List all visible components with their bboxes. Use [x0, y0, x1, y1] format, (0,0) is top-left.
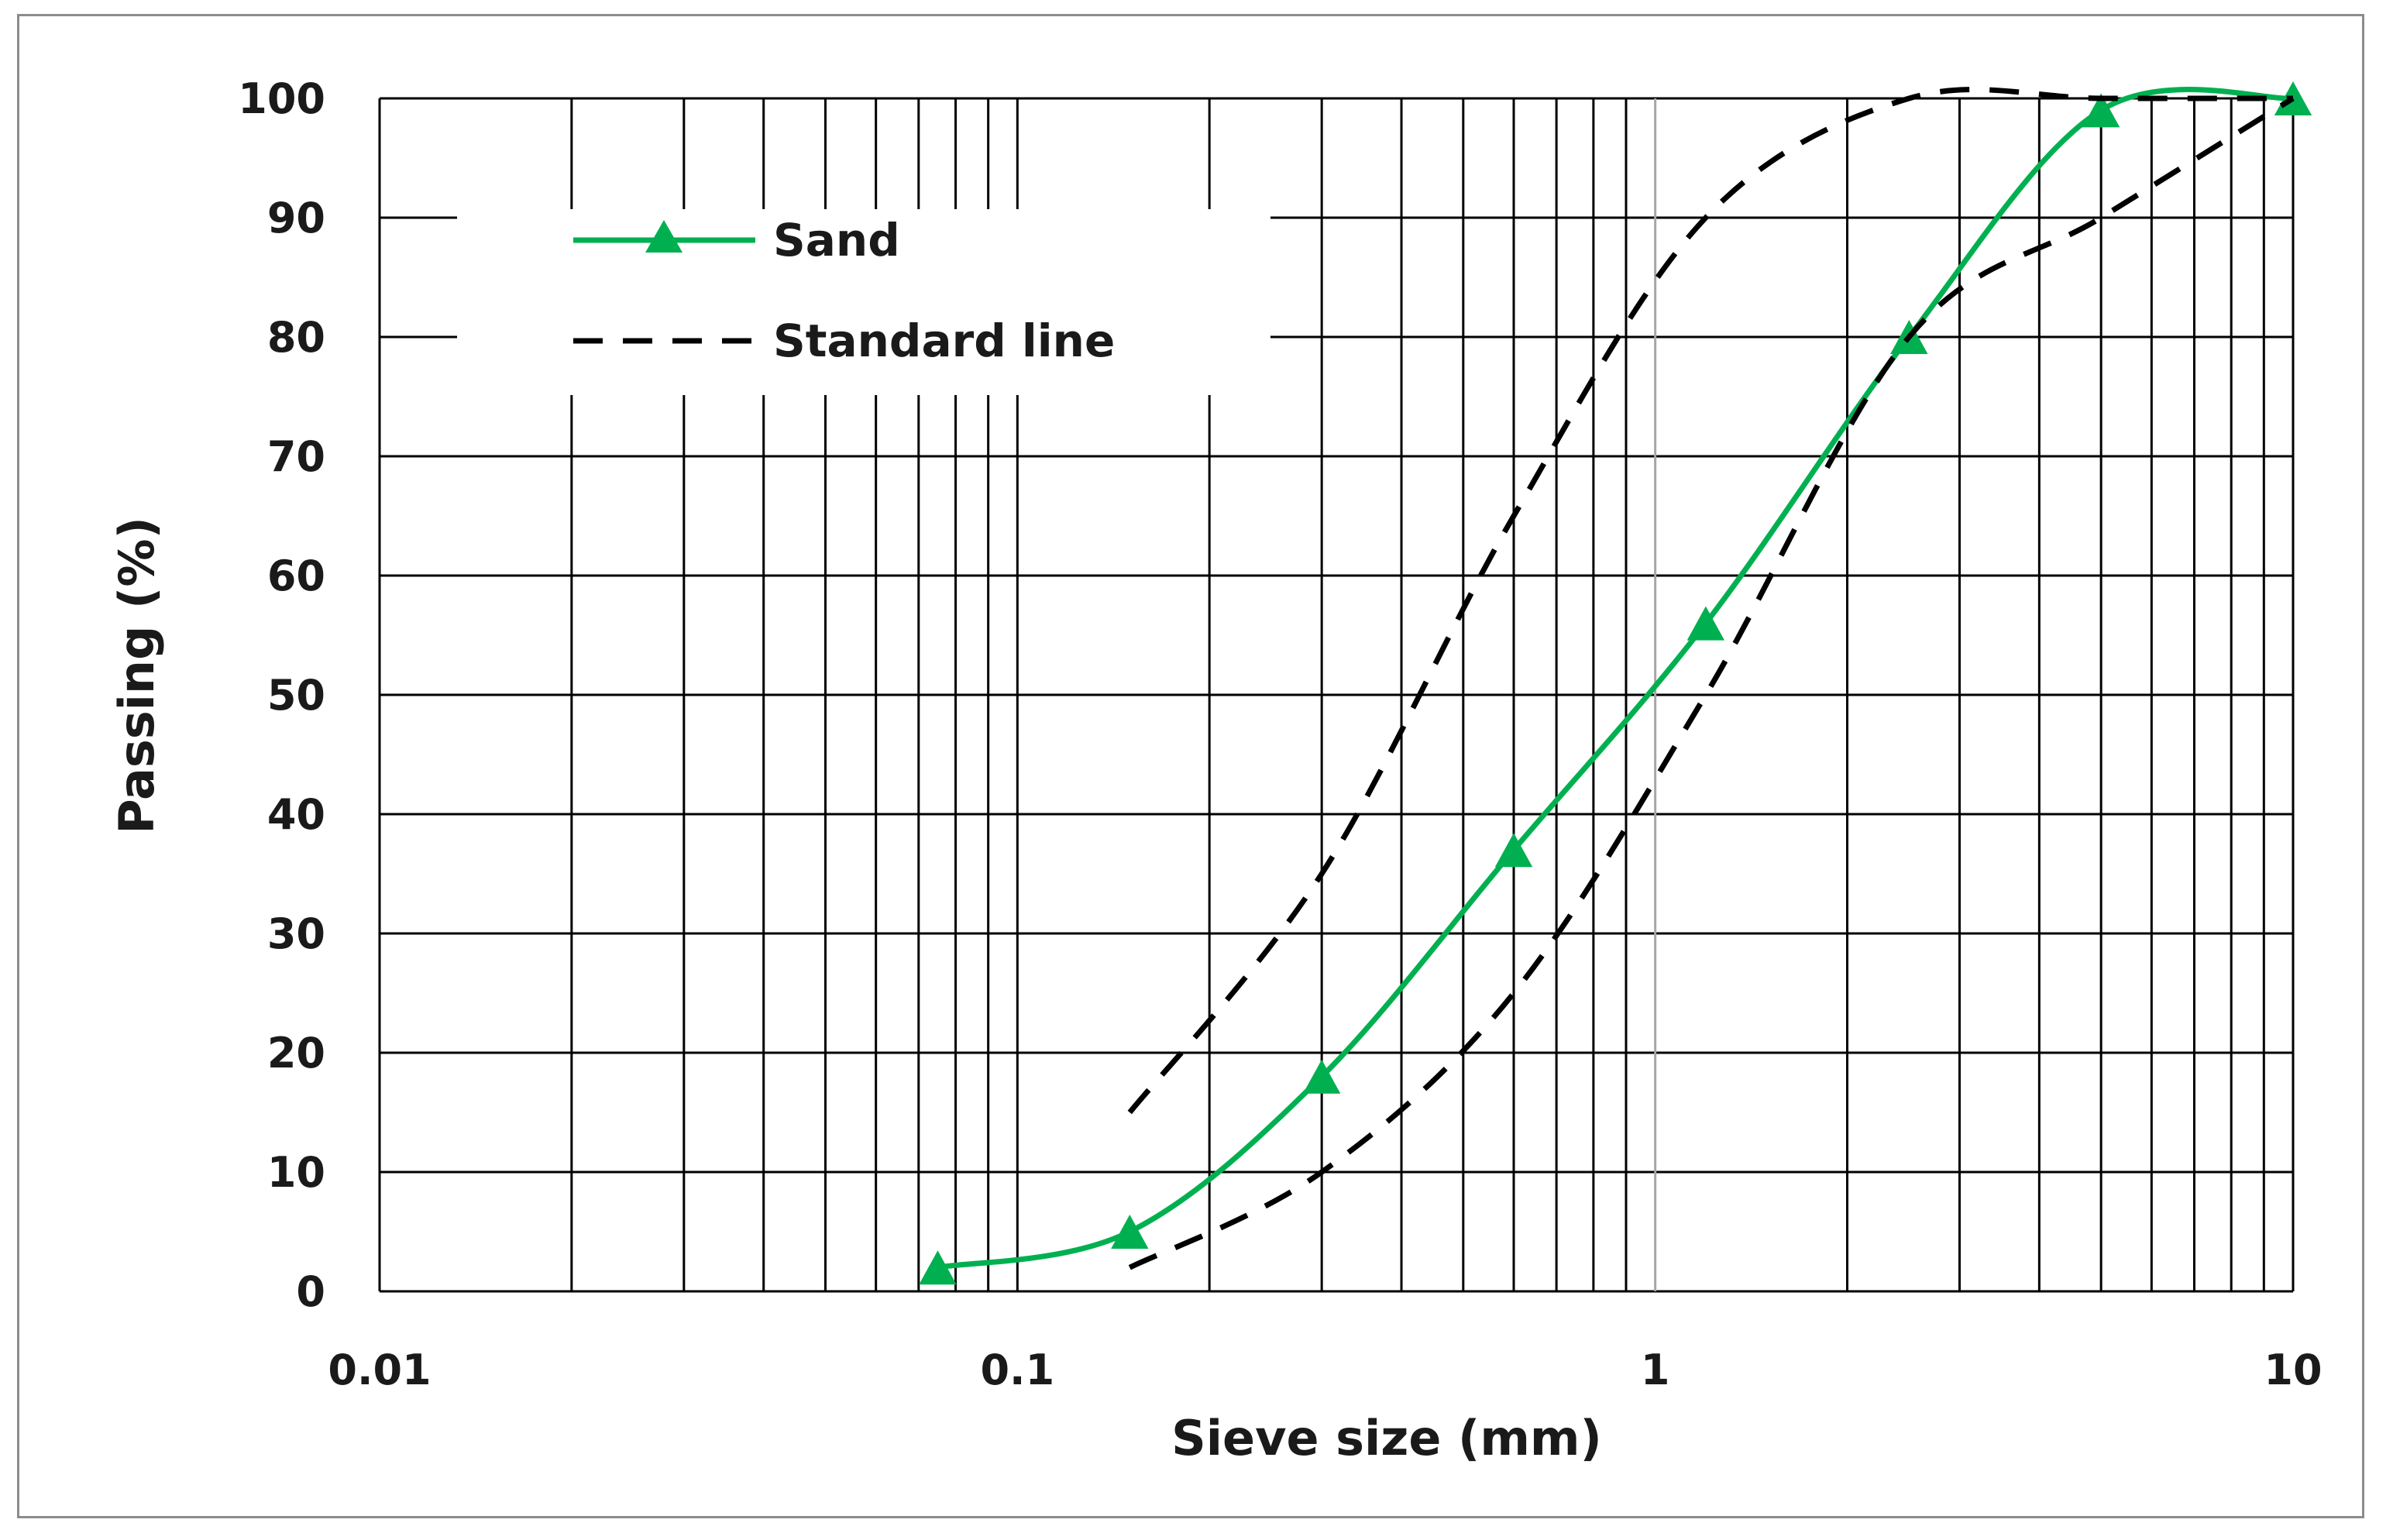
- series-line-standard-line-1: [1127, 87, 2293, 1115]
- y-tick-label: 20: [267, 1029, 325, 1078]
- legend-marker-sand: [645, 220, 682, 253]
- series-line-standard-line-lower-2: [1128, 96, 2295, 1270]
- x-tick-label: 1: [1641, 1346, 1670, 1394]
- y-tick-label: 70: [267, 432, 325, 481]
- data-point-sand: [1686, 606, 1725, 641]
- y-tick-label: 100: [238, 74, 325, 123]
- data-point-sand: [2082, 93, 2120, 128]
- legend-label-standard: Standard line: [773, 315, 1115, 367]
- x-tick-label: 10: [2264, 1346, 2322, 1394]
- legend: Sand Standard line: [457, 209, 1270, 395]
- x-tick-label: 0.01: [328, 1346, 431, 1394]
- x-tick-label: 0.1: [980, 1346, 1054, 1394]
- y-tick-label: 90: [267, 194, 325, 242]
- y-axis-title: Passing (%): [108, 517, 165, 834]
- y-tick-label: 0: [296, 1267, 325, 1316]
- series-line-sand-0: [937, 87, 2294, 1270]
- data-point-sand: [1302, 1059, 1341, 1094]
- y-tick-label: 30: [267, 909, 325, 958]
- y-tick-label: 10: [267, 1148, 325, 1197]
- legend-label-sand: Sand: [773, 214, 900, 266]
- data-point-sand: [919, 1250, 957, 1285]
- y-tick-label: 50: [267, 671, 325, 720]
- x-axis-title: Sieve size (mm): [1171, 1410, 1602, 1466]
- y-tick-label: 80: [267, 313, 325, 362]
- data-point-sand: [1111, 1215, 1149, 1249]
- tick-labels: 0 10 20 30 40 50 60 70 80 90 100 0.01 0.1 1 10: [238, 74, 2322, 1394]
- y-tick-label: 40: [267, 790, 325, 839]
- data-point-sand: [1494, 833, 1533, 868]
- y-tick-label: 60: [267, 552, 325, 600]
- series-layer: [919, 81, 2312, 1285]
